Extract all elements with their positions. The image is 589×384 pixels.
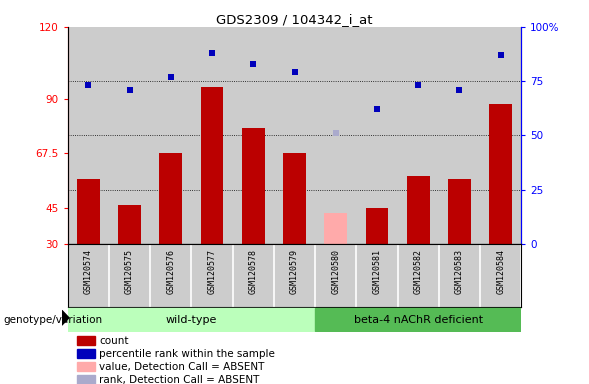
Bar [109,244,150,307]
Bar [439,27,480,244]
Bar [68,27,109,244]
Text: GSM120582: GSM120582 [413,249,423,294]
Bar [315,244,356,307]
Text: GSM120578: GSM120578 [249,249,258,294]
Bar [325,212,347,244]
Text: GSM120577: GSM120577 [207,249,217,294]
Text: GSM120579: GSM120579 [290,249,299,294]
Bar [191,27,233,244]
Title: GDS2309 / 104342_i_at: GDS2309 / 104342_i_at [216,13,373,26]
Text: GSM120583: GSM120583 [455,249,464,294]
Bar [315,308,521,331]
Bar [68,308,315,331]
Polygon shape [62,310,69,325]
Bar [191,244,233,307]
Bar [160,154,182,244]
Bar [356,27,398,244]
Bar [366,208,388,244]
Text: beta-4 nAChR deficient: beta-4 nAChR deficient [353,314,483,325]
Bar [118,205,141,244]
Text: rank, Detection Call = ABSENT: rank, Detection Call = ABSENT [100,376,260,384]
Text: percentile rank within the sample: percentile rank within the sample [100,349,275,359]
Bar [201,87,223,244]
Bar [407,176,429,244]
Bar [242,128,264,244]
Bar [150,244,191,307]
Bar [480,27,521,244]
Bar [233,244,274,307]
Bar [68,244,109,307]
Text: count: count [100,336,129,346]
Text: value, Detection Call = ABSENT: value, Detection Call = ABSENT [100,362,265,372]
Text: GSM120581: GSM120581 [372,249,382,294]
Bar [274,27,315,244]
Bar [233,27,274,244]
Bar [150,27,191,244]
Bar [77,336,95,345]
Bar [283,154,306,244]
Bar [77,349,95,358]
Bar [315,27,356,244]
Text: wild-type: wild-type [166,314,217,325]
Bar [489,104,512,244]
Bar [77,375,95,384]
Text: GSM120575: GSM120575 [125,249,134,294]
Bar [448,179,471,244]
Text: GSM120584: GSM120584 [496,249,505,294]
Text: GSM120576: GSM120576 [166,249,176,294]
Bar [480,244,521,307]
Bar [356,244,398,307]
Bar [398,27,439,244]
Bar [77,179,100,244]
Text: genotype/variation: genotype/variation [3,315,102,325]
Bar [77,362,95,371]
Text: GSM120580: GSM120580 [331,249,340,294]
Text: GSM120574: GSM120574 [84,249,93,294]
Bar [398,244,439,307]
Bar [439,244,480,307]
Bar [109,27,150,244]
Bar [274,244,315,307]
